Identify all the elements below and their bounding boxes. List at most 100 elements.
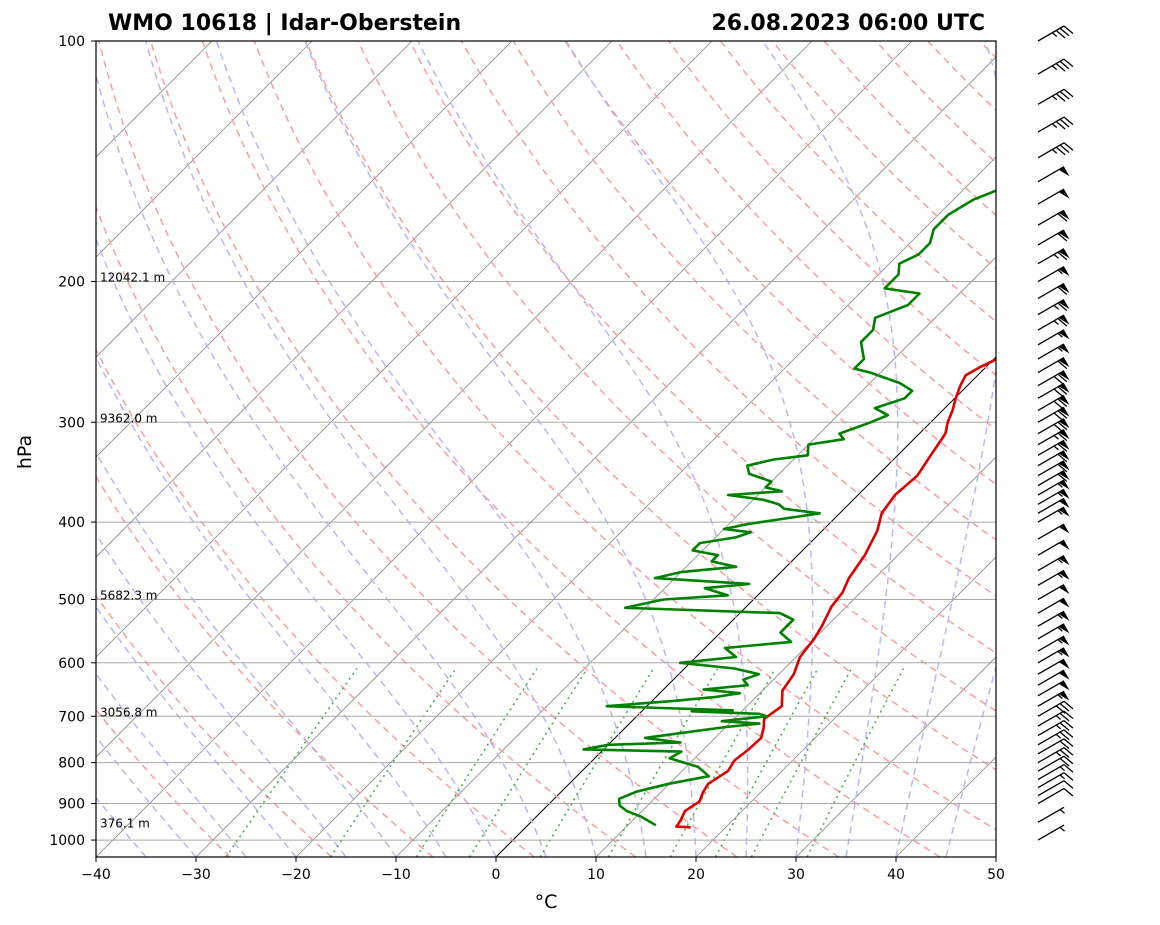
wind-barb-staff	[1037, 635, 1065, 652]
wind-barb	[1037, 772, 1074, 789]
wind-barb-staff	[1037, 700, 1065, 717]
wind-barb-flag	[1058, 524, 1070, 534]
x-tick-label: 30	[787, 867, 805, 883]
moist-adiabat-line	[895, 41, 996, 857]
wind-barb	[1037, 382, 1070, 399]
wind-barb-staff	[1037, 429, 1065, 446]
wind-barb-staff	[1037, 610, 1065, 627]
wind-barb-staff	[1037, 209, 1065, 226]
isotherm-line	[96, 41, 513, 458]
wind-barb-staff	[1037, 314, 1065, 331]
x-tick-label: 10	[587, 867, 605, 883]
x-axis-label: °C	[535, 891, 558, 913]
wind-barb-flag	[1058, 315, 1070, 325]
wind-barb-staff	[1037, 729, 1065, 746]
wind-barb-staff	[1037, 597, 1065, 614]
wind-barb-staff	[1037, 488, 1065, 505]
wind-barb-staff	[1037, 772, 1065, 789]
wind-barb-feather	[1063, 710, 1074, 720]
wind-barb-feather	[1057, 421, 1068, 431]
wind-barb-flag	[1058, 329, 1070, 340]
wind-barb-staff	[1037, 357, 1065, 374]
wind-barb-half-feather	[1051, 95, 1058, 101]
wind-barb	[1037, 623, 1070, 640]
wind-barb-flag	[1058, 370, 1070, 381]
wind-barb-staff	[1037, 329, 1065, 346]
y-tick-label: 500	[58, 593, 85, 609]
wind-barb	[1037, 583, 1070, 601]
wind-barb-flag	[1058, 460, 1070, 471]
mixing-ratio-line	[225, 668, 358, 857]
wind-barb-half-feather	[1057, 332, 1063, 338]
wind-barb-half-feather	[1057, 483, 1063, 488]
isotherm-line	[96, 41, 713, 658]
wind-barb-staff	[1037, 479, 1065, 496]
wind-barb	[1037, 479, 1070, 496]
mixing-ratio-line	[806, 668, 905, 857]
wind-barb-staff	[1037, 406, 1065, 423]
isotherm-line	[96, 41, 413, 358]
wind-barb-feather	[1059, 740, 1070, 750]
wind-barb-flag	[1058, 429, 1070, 440]
y-tick-label: 900	[58, 797, 85, 813]
profile-series	[582, 189, 996, 829]
wind-barb-staff	[1037, 116, 1065, 133]
wind-barb	[1037, 780, 1074, 797]
y-tick-label: 200	[58, 275, 85, 291]
isotherm-line	[995, 856, 996, 857]
x-tick-label: −20	[281, 867, 311, 883]
wind-barb-feather	[1063, 772, 1074, 781]
wind-barb	[1037, 343, 1070, 360]
moist-adiabat-line	[761, 41, 899, 857]
moist-adiabat-line	[96, 450, 397, 857]
dry-adiabat-line	[668, 41, 996, 377]
wind-barb-half-feather	[1057, 626, 1063, 632]
wind-barb-half-feather	[1053, 253, 1059, 259]
height-labels: 12042.1 m 9362.0 m 5682.3 m 3056.8 m 376.1 m	[100, 271, 165, 831]
wind-barb-feather	[1053, 412, 1064, 422]
wind-barb	[1037, 357, 1070, 374]
wind-barb-staff	[1037, 690, 1065, 707]
x-tick-label: −30	[181, 867, 211, 883]
wind-barb-feather	[1057, 410, 1068, 419]
wind-barb	[1037, 248, 1070, 265]
wind-barb-staff	[1037, 523, 1065, 540]
dry-adiabat-line	[96, 708, 231, 857]
dry-adiabat-line	[1031, 41, 1160, 857]
wind-barb-staff	[1037, 88, 1065, 105]
wind-barb-feather	[1059, 722, 1070, 731]
wind-barb-staff	[1037, 450, 1065, 467]
wind-barb-feather	[1063, 116, 1074, 126]
wind-barb-feather	[1059, 91, 1070, 100]
wind-barb-feather	[1063, 764, 1074, 773]
wind-barb-staff	[1037, 58, 1065, 75]
wind-barb-staff	[1037, 539, 1065, 556]
wind-barb-feather	[1059, 731, 1070, 741]
wind-barb	[1037, 506, 1070, 523]
wind-barb-staff	[1037, 720, 1065, 737]
dry-adiabat-line	[96, 475, 434, 857]
wind-barb-flag	[1058, 357, 1070, 368]
wind-barb	[1037, 116, 1074, 133]
wind-barb-flag	[1058, 489, 1070, 499]
wind-barb-flag	[1058, 383, 1070, 393]
isotherm-line	[795, 656, 996, 857]
y-axis-ticks: 100 200 300 400 500 600 700 800 900 1000	[49, 34, 96, 849]
wind-barb-staff	[1037, 763, 1065, 781]
wind-barb-flag	[1058, 470, 1070, 481]
wind-barb	[1037, 635, 1070, 652]
wind-barb-half-feather	[1055, 715, 1062, 720]
wind-barb	[1037, 488, 1070, 505]
wind-barb-half-feather	[1057, 346, 1063, 352]
isotherm-line	[195, 56, 996, 857]
wind-barb	[1037, 555, 1070, 572]
wind-barb	[1037, 729, 1074, 746]
wind-barb-staff	[1037, 248, 1065, 265]
isotherm-line	[96, 41, 313, 258]
mixing-ratio-line	[329, 668, 457, 857]
mixing-ratio-line	[750, 668, 853, 857]
wind-barb-feather	[1057, 453, 1068, 463]
zero-isotherm	[495, 356, 996, 857]
wind-barb-flag	[1058, 407, 1070, 417]
wind-barb-flag	[1058, 283, 1070, 294]
